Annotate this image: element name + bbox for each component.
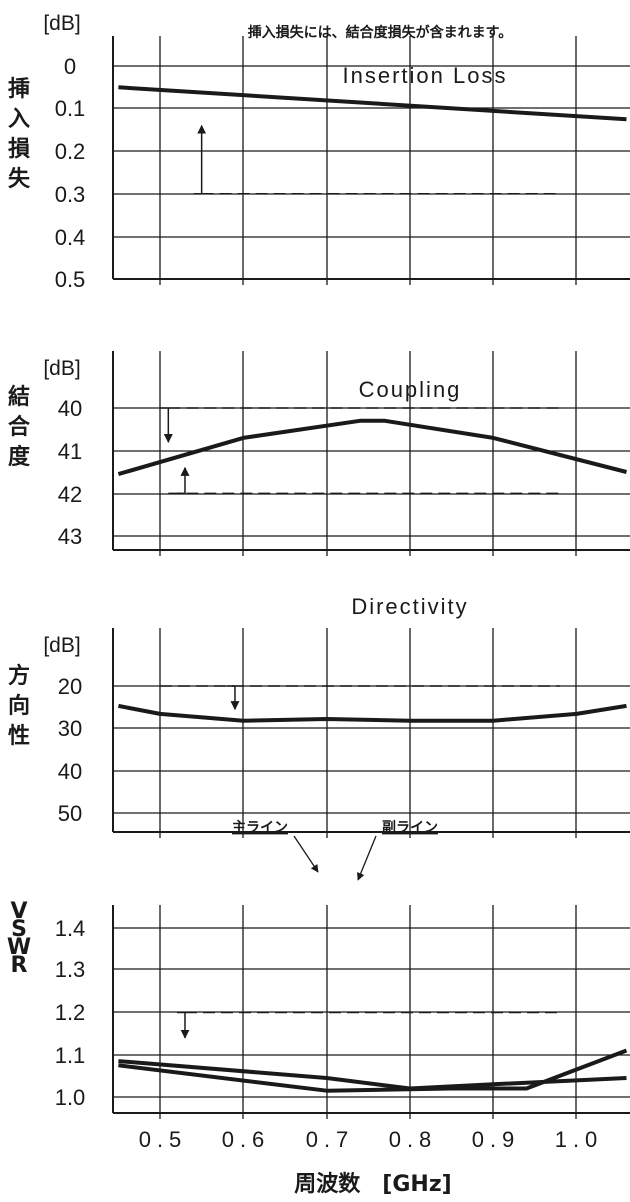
y-tick-label: 0.5 — [55, 267, 86, 292]
unit-label: [dB] — [43, 12, 80, 35]
panel-coupling: 40 41 42 43 [dB] Coupling 結合度 — [8, 351, 630, 556]
y-tick-label: 50 — [58, 801, 82, 826]
y-axis-title-char: 性 — [8, 724, 30, 749]
x-axis-title: 周波数 [GHz] — [294, 1171, 451, 1197]
y-axis-title-char: 方 — [8, 663, 30, 689]
series-label: 主ライン — [232, 819, 288, 836]
x-tick-label: 1.0 — [555, 1127, 604, 1152]
y-tick-label: 43 — [58, 524, 82, 549]
panel-insertion-loss: 0 0.1 0.2 0.3 0.4 0.5 [dB] Insertion Loss 挿入損失には… — [8, 12, 630, 292]
y-axis-title: 結合度 — [8, 384, 31, 470]
y-axis-title-char: 向 — [8, 693, 30, 719]
series-label-leader — [357, 835, 377, 881]
x-tick-label: 0.7 — [306, 1127, 355, 1152]
y-tick-label: 40 — [58, 396, 82, 421]
y-tick-label: 41 — [58, 439, 82, 464]
x-tick-label: 0.8 — [389, 1127, 438, 1152]
chart-title: Insertion Loss — [343, 63, 508, 88]
x-tick-label: 0.5 — [139, 1127, 188, 1152]
y-tick-label: 1.2 — [55, 1000, 86, 1025]
y-tick-label: 42 — [58, 482, 82, 507]
y-axis-title-char: 合 — [8, 414, 31, 440]
y-tick-label: 1.1 — [55, 1043, 86, 1068]
y-tick-label: 1.4 — [55, 916, 86, 941]
y-axis-title-char: 度 — [8, 444, 31, 470]
y-axis-title-char: W — [7, 935, 31, 960]
x-tick-label: 0.6 — [222, 1127, 271, 1152]
series-line-2 — [118, 1048, 628, 1093]
y-tick-label: 0.2 — [55, 139, 86, 164]
note-text: 挿入損失には、結合度損失が含まれます。 — [248, 24, 513, 41]
y-axis-title-char: 入 — [8, 107, 30, 132]
series-line-1 — [118, 703, 627, 723]
y-axis-title-char: V — [10, 899, 27, 924]
y-axis-title-char: S — [11, 917, 27, 942]
x-tick-label: 0.9 — [472, 1127, 521, 1152]
chart-title: Coupling — [359, 377, 462, 402]
y-tick-label: 0.4 — [55, 225, 86, 250]
panel-directivity: 20 30 40 50 [dB] Directivity 方向性 — [8, 594, 630, 838]
y-tick-label: 20 — [58, 674, 82, 699]
y-axis-title: 挿入損失 — [8, 77, 31, 192]
y-tick-label: 0.3 — [55, 182, 86, 207]
series-label-leader — [293, 835, 319, 873]
y-axis-title-char: R — [11, 953, 28, 978]
series-label: 副ライン — [382, 820, 438, 836]
series-line-1 — [117, 418, 627, 477]
unit-label: [dB] — [43, 357, 80, 380]
y-axis-title-char: 挿 — [8, 77, 30, 102]
y-tick-label: 0.1 — [55, 96, 86, 121]
chart-title: Directivity — [351, 594, 468, 619]
y-axis-title-char: 結 — [8, 384, 30, 410]
y-tick-label: 1.3 — [55, 957, 86, 982]
y-axis-title-char: 損 — [8, 137, 31, 162]
y-tick-label: 1.0 — [55, 1085, 86, 1110]
unit-label: [dB] — [43, 634, 80, 657]
y-tick-label: 30 — [58, 716, 82, 741]
y-tick-label: 40 — [58, 759, 82, 784]
y-tick-label: 0 — [64, 54, 76, 79]
series-line-1 — [118, 85, 627, 122]
y-axis-title-char: 失 — [8, 167, 31, 192]
panel-vswr: 1.4 1.3 1.2 1.1 1.0 V S W R 主ライン 副ライン 0.5 0.6 0.7 0.8 0… — [7, 819, 630, 1197]
y-axis-title: 方向性 — [8, 663, 30, 749]
